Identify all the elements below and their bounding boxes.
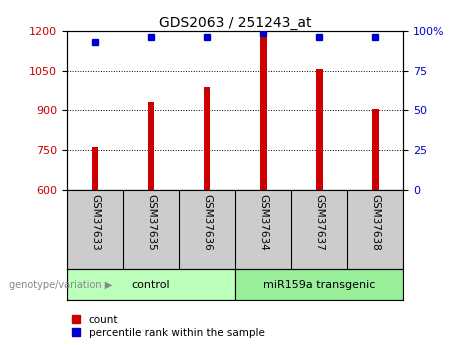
Text: GSM37636: GSM37636 [202, 194, 212, 250]
Title: GDS2063 / 251243_at: GDS2063 / 251243_at [159, 16, 311, 30]
Bar [260, 35, 266, 190]
Legend: count, percentile rank within the sample: count, percentile rank within the sample [72, 315, 265, 338]
Text: genotype/variation ▶: genotype/variation ▶ [9, 280, 112, 289]
Bar [372, 109, 378, 190]
Bar [316, 69, 323, 190]
Bar [92, 147, 98, 190]
Bar [148, 102, 154, 190]
Text: GSM37633: GSM37633 [90, 194, 100, 250]
Text: miR159a transgenic: miR159a transgenic [263, 280, 375, 289]
Text: GSM37638: GSM37638 [370, 194, 380, 250]
Text: GSM37634: GSM37634 [258, 194, 268, 250]
Text: GSM37635: GSM37635 [146, 194, 156, 250]
Bar [235, 269, 403, 300]
Text: GSM37637: GSM37637 [314, 194, 324, 250]
Bar [67, 269, 235, 300]
Bar [204, 87, 210, 190]
Text: control: control [132, 280, 170, 289]
